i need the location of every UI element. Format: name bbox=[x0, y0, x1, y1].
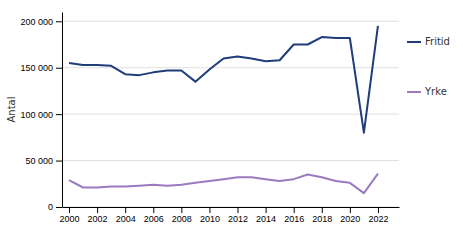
x-tick: 2008 bbox=[172, 207, 192, 224]
y-axis-title: Antal bbox=[6, 96, 17, 122]
grid-line bbox=[62, 160, 399, 161]
x-tick-mark bbox=[209, 207, 210, 213]
x-tick-mark bbox=[350, 207, 351, 213]
x-tick-label: 2018 bbox=[312, 214, 332, 224]
chart: 0 50 000 100 000 150 000 200 000 2000 2002 2004… bbox=[0, 0, 463, 231]
x-tick-label: 2016 bbox=[284, 214, 304, 224]
x-tick: 2002 bbox=[88, 207, 108, 224]
legend-item: Yrke bbox=[407, 86, 447, 97]
x-tick-label: 2020 bbox=[340, 214, 360, 224]
y-axis: 0 50 000 100 000 150 000 200 000 bbox=[20, 13, 62, 213]
legend: Fritid Yrke bbox=[407, 36, 450, 97]
x-tick-mark bbox=[153, 207, 154, 213]
legend-label: Yrke bbox=[424, 86, 447, 97]
x-tick-label: 2002 bbox=[88, 214, 108, 224]
x-tick-label: 2004 bbox=[116, 214, 136, 224]
y-tick-label: 50 000 bbox=[25, 156, 53, 166]
x-tick: 2022 bbox=[368, 207, 388, 224]
x-tick-mark bbox=[238, 207, 239, 213]
chart-container: 0 50 000 100 000 150 000 200 000 2000 2002 2004… bbox=[0, 0, 463, 231]
x-axis-line bbox=[63, 207, 400, 208]
y-tick: 50 000 bbox=[25, 156, 62, 166]
y-tick-label: 0 bbox=[48, 202, 53, 212]
y-tick-label: 100 000 bbox=[20, 110, 53, 120]
y-tick-mark bbox=[56, 161, 62, 162]
x-tick-mark bbox=[69, 207, 70, 213]
grid bbox=[62, 21, 399, 207]
y-tick-mark bbox=[56, 207, 62, 208]
x-tick-mark bbox=[294, 207, 295, 213]
x-tick-mark bbox=[97, 207, 98, 213]
x-tick: 2016 bbox=[284, 207, 304, 224]
legend-item: Fritid bbox=[407, 36, 450, 47]
plot-area bbox=[69, 26, 378, 193]
y-axis-line bbox=[62, 13, 63, 208]
y-tick-mark bbox=[56, 68, 62, 69]
series-line bbox=[69, 174, 378, 194]
x-tick: 2010 bbox=[200, 207, 220, 224]
grid-line bbox=[62, 21, 399, 22]
x-tick: 2018 bbox=[312, 207, 332, 224]
x-axis: 2000 2002 2004 2006 2008 2010 2012 2014 2016 2018… bbox=[60, 207, 400, 224]
x-tick-label: 2022 bbox=[368, 214, 388, 224]
legend-swatch bbox=[407, 91, 421, 93]
x-tick-mark bbox=[378, 207, 379, 213]
x-tick: 2000 bbox=[60, 207, 80, 224]
x-tick-label: 2008 bbox=[172, 214, 192, 224]
x-tick: 2020 bbox=[340, 207, 360, 224]
x-tick-mark bbox=[266, 207, 267, 213]
x-tick: 2004 bbox=[116, 207, 136, 224]
legend-label: Fritid bbox=[425, 36, 450, 47]
y-tick: 100 000 bbox=[20, 110, 62, 120]
grid-line bbox=[62, 114, 399, 115]
x-tick-label: 2006 bbox=[144, 214, 164, 224]
y-tick-label: 200 000 bbox=[20, 17, 53, 27]
grid-line bbox=[62, 207, 399, 208]
y-tick-label: 150 000 bbox=[20, 63, 53, 73]
series-line bbox=[69, 26, 378, 133]
x-tick-mark bbox=[322, 207, 323, 213]
x-tick-mark bbox=[125, 207, 126, 213]
y-tick-mark bbox=[56, 21, 62, 22]
x-tick: 2014 bbox=[256, 207, 276, 224]
y-tick: 0 bbox=[48, 202, 62, 212]
x-tick-label: 2000 bbox=[60, 214, 80, 224]
y-tick-mark bbox=[56, 114, 62, 115]
x-tick-mark bbox=[181, 207, 182, 213]
y-tick: 150 000 bbox=[20, 63, 62, 73]
y-tick: 200 000 bbox=[20, 17, 62, 27]
x-tick: 2006 bbox=[144, 207, 164, 224]
x-tick-label: 2012 bbox=[228, 214, 248, 224]
x-tick: 2012 bbox=[228, 207, 248, 224]
x-tick-label: 2010 bbox=[200, 214, 220, 224]
legend-swatch bbox=[407, 41, 421, 43]
x-tick-label: 2014 bbox=[256, 214, 276, 224]
